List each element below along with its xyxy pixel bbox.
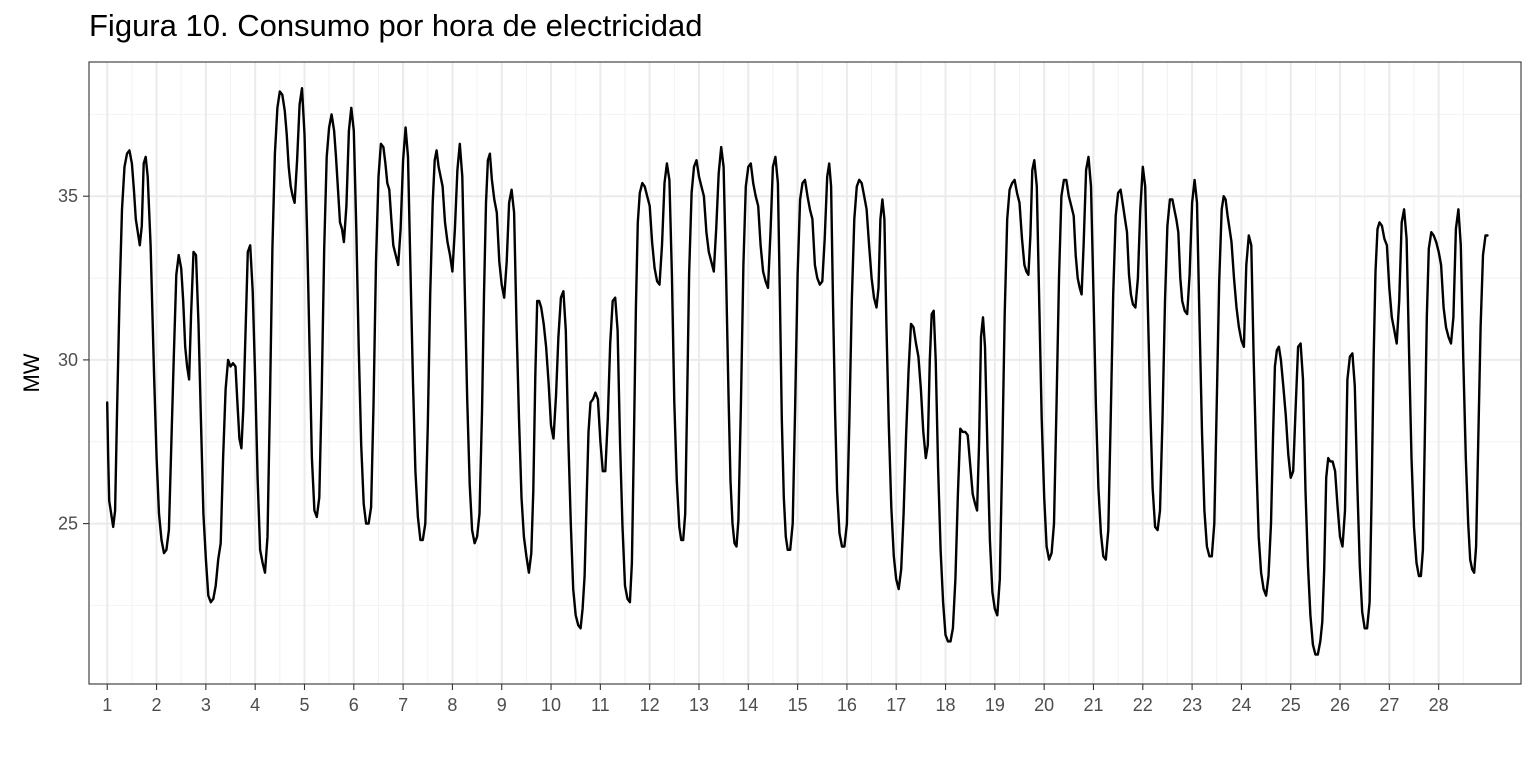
x-tick-label: 21	[1083, 695, 1103, 715]
x-tick-label: 12	[640, 695, 660, 715]
x-tick-label: 20	[1034, 695, 1054, 715]
chart-title: Figura 10. Consumo por hora de electrici…	[89, 8, 703, 43]
x-tick-label: 16	[837, 695, 857, 715]
axis-ticks: 1 2 3 4 5 6 7 8 9 10 11 12 13 14 15 16 17 18 19 20 21 22 23 24 2…	[58, 186, 1449, 715]
x-tick-label: 18	[936, 695, 956, 715]
x-tick-label: 15	[788, 695, 808, 715]
y-tick-label: 35	[58, 186, 78, 206]
x-tick-label: 3	[201, 695, 211, 715]
x-tick-label: 26	[1330, 695, 1350, 715]
x-tick-label: 27	[1379, 695, 1399, 715]
series-line	[105, 86, 1489, 656]
x-tick-label: 14	[738, 695, 758, 715]
y-tick-label: 25	[58, 514, 78, 534]
x-tick-label: 23	[1182, 695, 1202, 715]
x-tick-label: 11	[591, 695, 610, 715]
x-tick-label: 5	[299, 695, 309, 715]
x-tick-label: 25	[1281, 695, 1301, 715]
x-tick-label: 22	[1133, 695, 1153, 715]
y-tick-label: 30	[58, 350, 78, 370]
x-tick-label: 24	[1231, 695, 1251, 715]
series-layer	[105, 86, 1489, 656]
y-axis-title: MW	[19, 353, 44, 392]
x-tick-label: 8	[447, 695, 457, 715]
x-tick-label: 19	[985, 695, 1005, 715]
x-tick-label: 10	[541, 695, 561, 715]
x-tick-label: 13	[689, 695, 709, 715]
x-tick-label: 28	[1429, 695, 1449, 715]
plot-frame	[88, 61, 1522, 685]
x-tick-label: 1	[102, 695, 112, 715]
x-tick-label: 17	[886, 695, 906, 715]
x-tick-label: 6	[349, 695, 359, 715]
grid	[89, 62, 1521, 684]
x-tick-label: 9	[497, 695, 507, 715]
x-tick-label: 7	[398, 695, 408, 715]
x-tick-label: 2	[152, 695, 162, 715]
x-tick-label: 4	[250, 695, 260, 715]
